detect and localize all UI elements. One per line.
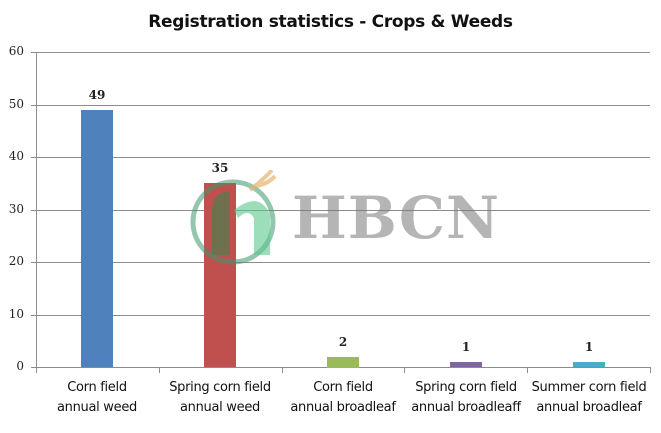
bar-3 (327, 357, 359, 368)
x-tick-mark (282, 367, 283, 373)
y-tick-label: 50 (8, 97, 24, 111)
y-tick-label: 60 (8, 44, 24, 58)
x-category-label: Spring corn field annual broadleaff (411, 380, 521, 415)
x-tick-mark (159, 367, 160, 373)
y-tick-label: 40 (8, 149, 24, 163)
bar-4 (450, 362, 482, 367)
y-tick-label: 0 (16, 359, 24, 373)
data-label: 1 (584, 340, 594, 354)
y-tick-label: 30 (8, 202, 24, 216)
x-tick-mark (527, 367, 528, 373)
y-tick-label: 10 (8, 307, 24, 321)
y-axis (36, 52, 37, 372)
gridline (31, 262, 650, 263)
bar-2 (204, 183, 236, 367)
data-label: 35 (211, 161, 229, 175)
gridline (31, 105, 650, 106)
x-category-label: Corn field annual weed (57, 380, 137, 415)
y-tick-label: 20 (8, 254, 24, 268)
bar-5 (573, 362, 605, 367)
bar-1 (81, 110, 113, 367)
x-category-label: Summer corn field annual broadleaf (531, 380, 647, 415)
x-tick-mark (36, 367, 37, 373)
data-label: 1 (461, 340, 471, 354)
x-category-label: Corn field annual broadleaf (290, 380, 396, 415)
x-category-label: Spring corn field annual weed (169, 380, 271, 415)
data-label: 2 (338, 335, 348, 349)
data-label: 49 (88, 88, 106, 102)
x-tick-mark (404, 367, 405, 373)
gridline (31, 52, 650, 53)
gridline (31, 315, 650, 316)
gridline (31, 157, 650, 158)
x-tick-mark (650, 367, 651, 373)
gridline (31, 210, 650, 211)
chart-title: Registration statistics - Crops & Weeds (148, 12, 513, 32)
